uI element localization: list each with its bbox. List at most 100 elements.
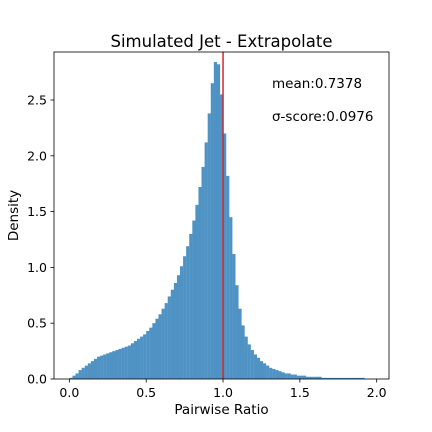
histogram-bar — [358, 377, 362, 379]
histogram-bar — [90, 361, 95, 379]
histogram-bar — [238, 308, 242, 379]
x-tick-label: 0.5 — [136, 385, 156, 400]
histogram-bar — [349, 377, 353, 379]
histogram-bar — [352, 377, 356, 379]
histogram-bar — [247, 344, 251, 379]
histogram-bar — [241, 325, 245, 379]
histogram-bar — [330, 377, 334, 379]
x-axis: 0.0 0.5 1.0 1.5 2.0 — [59, 379, 387, 400]
y-tick-label: 1.5 — [27, 204, 47, 219]
y-axis: 0.0 0.5 1.0 1.5 2.0 2.5 — [27, 92, 54, 387]
histogram-bar — [75, 373, 79, 379]
histogram-bar — [140, 336, 144, 379]
histogram-bar — [250, 349, 254, 379]
histogram-bar — [253, 354, 257, 379]
histogram-bars — [69, 62, 365, 380]
histogram-bar — [149, 327, 153, 379]
histogram-bar — [143, 334, 147, 379]
histogram-bar — [72, 375, 76, 379]
histogram-bar — [183, 256, 187, 379]
mean-annotation: mean:0.7378 — [272, 76, 362, 92]
histogram-bar — [103, 354, 107, 379]
x-tick-label: 2.0 — [367, 385, 387, 400]
histogram-bar — [100, 355, 104, 379]
histogram-bar — [97, 356, 101, 379]
y-tick-label: 2.0 — [27, 148, 47, 163]
histogram-bar — [262, 363, 267, 379]
histogram-bar — [275, 370, 279, 379]
histogram-bar — [204, 142, 208, 379]
histogram-bar — [152, 323, 156, 379]
histogram-bar — [235, 285, 239, 379]
histogram-bar — [223, 133, 227, 379]
y-axis-label: Density — [6, 190, 22, 241]
histogram-bar — [312, 376, 316, 379]
histogram-bar — [195, 204, 199, 379]
histogram-bar — [287, 373, 291, 379]
histogram-bar — [173, 283, 178, 379]
histogram-bar — [170, 289, 175, 379]
histogram-bar — [216, 64, 221, 379]
x-axis-label: Pairwise Ratio — [174, 402, 268, 418]
histogram-bar — [136, 338, 141, 379]
histogram-bar — [93, 358, 98, 379]
histogram-bar — [278, 371, 282, 379]
histogram-bar — [106, 353, 110, 379]
histogram-bar — [336, 377, 340, 379]
histogram-bar — [109, 352, 113, 379]
histogram-bar — [259, 361, 264, 379]
histogram-bar — [293, 374, 297, 379]
histogram-bar — [180, 266, 184, 379]
histogram-bar — [133, 341, 138, 379]
x-tick-label: 0.0 — [59, 385, 79, 400]
histogram-bar — [256, 357, 261, 379]
histogram-bar — [361, 377, 365, 379]
histogram-bar — [84, 365, 88, 379]
chart-title: Simulated Jet - Extrapolate — [111, 32, 333, 51]
histogram-bar — [87, 363, 92, 379]
histogram-bar — [210, 83, 214, 379]
plot-frame — [53, 51, 390, 380]
histogram-bar — [78, 370, 82, 379]
histogram-bar — [302, 375, 307, 379]
histogram-bar — [176, 275, 181, 379]
y-tick-label: 1.0 — [27, 260, 47, 275]
histogram-bar — [333, 377, 337, 379]
histogram-bar — [339, 377, 344, 379]
histogram-bar — [186, 246, 190, 379]
histogram-bar — [306, 376, 310, 379]
histogram-bar — [127, 345, 131, 379]
histogram-bar — [309, 376, 313, 379]
histogram-bar — [198, 187, 202, 379]
histogram-bar — [232, 254, 236, 379]
histogram-bar — [327, 377, 331, 379]
histogram-bar — [161, 308, 165, 379]
histogram-bar — [290, 374, 294, 379]
histogram-bar — [226, 175, 230, 379]
histogram-bar — [189, 233, 193, 379]
histogram-bar — [158, 314, 162, 379]
histogram-bar — [345, 377, 350, 379]
histogram-bar — [315, 376, 319, 379]
histogram-bar — [124, 346, 128, 379]
y-tick-label: 2.5 — [27, 92, 47, 107]
histogram-bar — [112, 351, 116, 379]
histogram-bar — [318, 376, 322, 379]
histogram-bar — [284, 373, 288, 379]
histogram-bar — [342, 377, 347, 379]
histogram-bar — [321, 377, 325, 379]
histogram-bar — [81, 367, 85, 379]
x-tick-label: 1.5 — [290, 385, 310, 400]
histogram-bar — [146, 331, 150, 379]
histogram-bar — [266, 365, 270, 379]
histogram-bar — [69, 377, 73, 379]
histogram-bar — [299, 375, 304, 379]
histogram-bar — [167, 296, 171, 379]
histogram-bar — [272, 368, 276, 379]
y-tick-label: 0.0 — [27, 372, 47, 387]
histogram-bar — [281, 372, 285, 379]
histogram-bar — [207, 113, 211, 379]
histogram-bar — [118, 348, 122, 379]
histogram-bar — [244, 336, 248, 379]
